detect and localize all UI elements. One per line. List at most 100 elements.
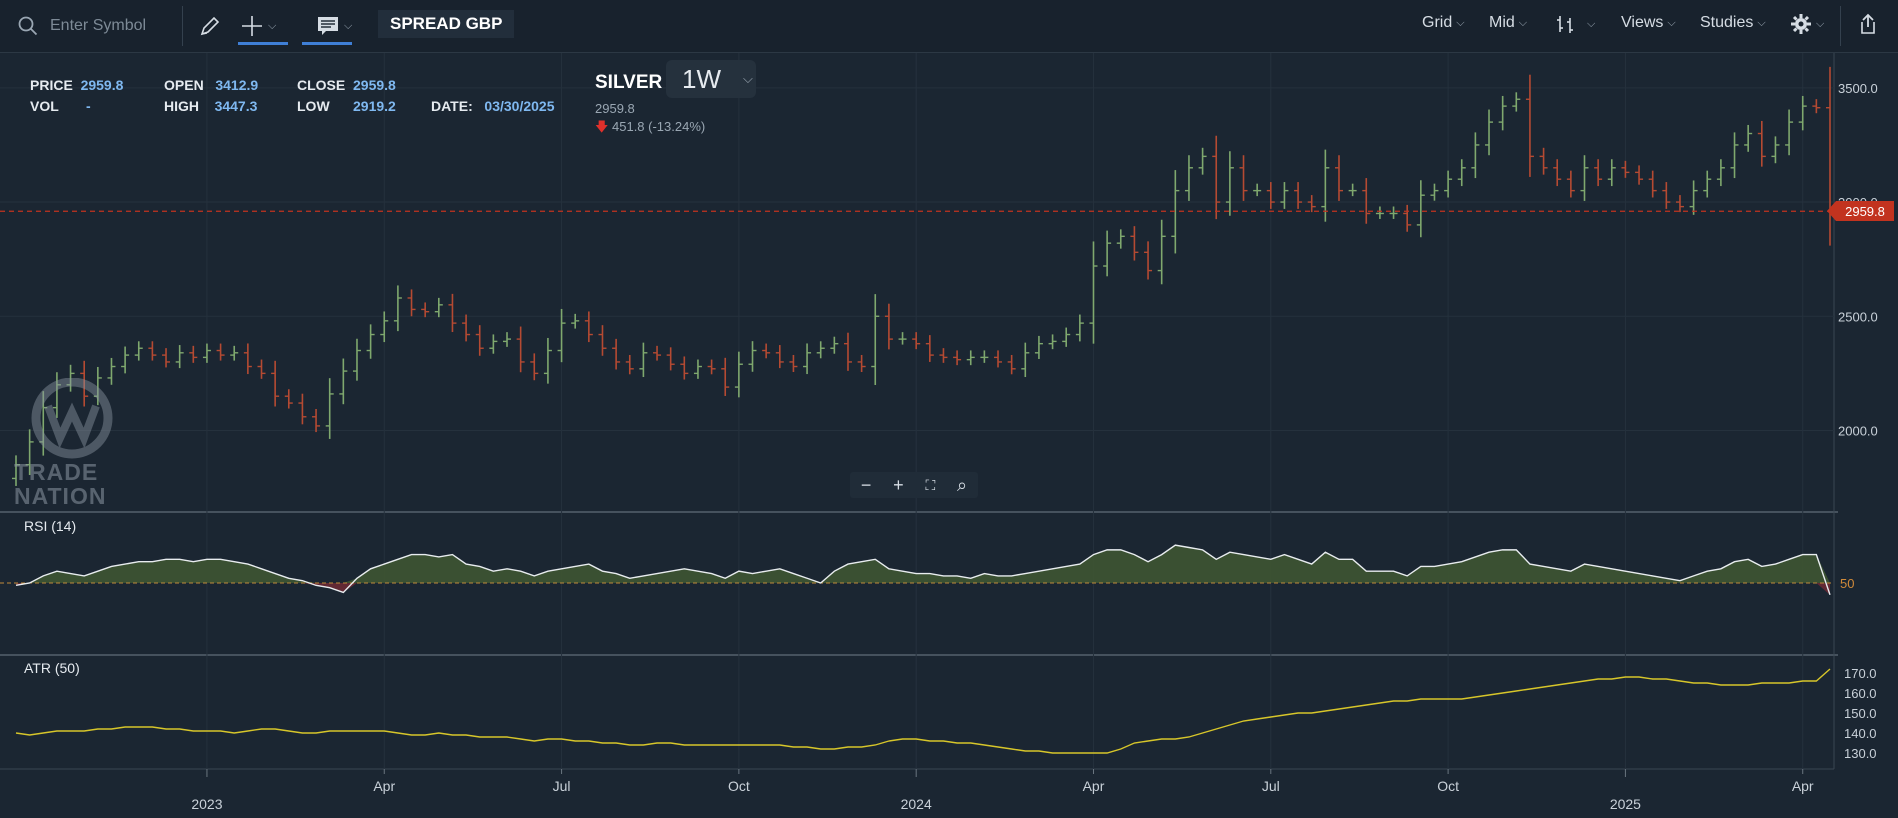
close-label: CLOSE (297, 77, 346, 93)
timeframe-label: 1W (682, 63, 721, 94)
symbol-change: 🡇 451.8 (-13.24%) (595, 118, 705, 140)
symbol-change-value: 451.8 (-13.24%) (612, 119, 706, 134)
time-tick-label: Oct (728, 778, 750, 794)
watermark-text: TRADE NATION (14, 460, 106, 508)
atr-tick-label: 130.0 (1844, 746, 1877, 761)
time-tick-label: Oct (1437, 778, 1459, 794)
chevron-down-icon: ⌵ (1757, 16, 1766, 29)
toolbar-divider (1840, 6, 1841, 46)
crosshair-tool-button[interactable]: ⌵ (238, 10, 288, 45)
zoom-reset-button[interactable]: ⌕ (957, 474, 968, 495)
views-menu[interactable]: Views ⌵ (1621, 14, 1676, 32)
zoom-controls: − + ⛶ ⌕ (850, 472, 978, 498)
crosshair-icon (242, 16, 262, 36)
time-tick-label: Apr (1792, 778, 1814, 794)
price-value: 2959.8 (80, 77, 124, 93)
spread-currency-label[interactable]: SPREAD GBP (378, 10, 515, 38)
chevron-down-icon: ⌵ (344, 19, 353, 32)
chevron-down-icon: ⌵ (1518, 16, 1528, 29)
grid-menu[interactable]: Grid ⌵ (1422, 14, 1465, 32)
studies-menu-label: Studies (1700, 14, 1754, 31)
chevron-down-icon: ⌵ (1816, 17, 1825, 30)
time-tick-label: 2023 (191, 796, 222, 812)
rsi-fill-above (16, 545, 1830, 583)
chevron-down-icon: ⌵ (1667, 16, 1676, 29)
atr-line (15, 668, 1831, 754)
chevron-down-icon: ⌵ (268, 19, 277, 32)
time-tick-label: Jul (1262, 778, 1280, 794)
mid-menu[interactable]: Mid ⌵ (1489, 14, 1527, 32)
chart-type-menu[interactable]: ⌵ (1555, 13, 1595, 35)
zoom-out-button[interactable]: − (860, 474, 872, 495)
timeframe-selector[interactable]: 1W ⌵ (666, 60, 756, 98)
rsi-line (15, 544, 1831, 596)
atr-tick-label: 170.0 (1844, 666, 1877, 681)
atr-tick-label: 140.0 (1844, 726, 1877, 741)
fit-screen-button[interactable]: ⛶ (925, 476, 936, 493)
symbol-last-price: 2959.8 (595, 101, 635, 116)
price-tick-label: 2000.0 (1838, 423, 1878, 438)
open-info: OPEN 3412.9 (164, 77, 258, 93)
down-arrow-icon: 🡇 (595, 119, 609, 134)
trade-nation-logo (31, 378, 113, 459)
draw-tool-button[interactable] (198, 10, 224, 42)
time-tick-label: Apr (373, 778, 395, 794)
symbol-search[interactable] (18, 12, 178, 40)
date-info: DATE: 03/30/2025 (431, 98, 554, 114)
rsi-label: RSI (14) (24, 518, 77, 534)
price-tick-label: 3500.0 (1838, 81, 1878, 96)
rsi-fill-below (16, 583, 1830, 595)
time-tick-label: Apr (1083, 778, 1105, 794)
price-label: PRICE (30, 77, 73, 93)
views-menu-label: Views (1621, 14, 1664, 31)
symbol-name: SILVER (595, 72, 663, 93)
price-tick-label: 2500.0 (1838, 309, 1878, 324)
high-value: 3447.3 (214, 98, 258, 114)
atr-label: ATR (50) (24, 660, 80, 676)
gear-icon (1791, 14, 1811, 34)
open-label: OPEN (164, 77, 204, 93)
share-icon (1861, 13, 1875, 34)
active-tool-underline (238, 42, 288, 45)
top-toolbar: ⌵ ⌵ SPREAD GBP Grid⌵ Mid⌵ ⌵ Views⌵ Studi… (0, 0, 1898, 53)
close-info: CLOSE 2959.8 (297, 77, 396, 93)
chevron-down-icon: ⌵ (1456, 16, 1465, 29)
open-value: 3412.9 (215, 77, 259, 93)
low-value: 2919.2 (353, 98, 396, 114)
price-info: PRICE 2959.8 (30, 77, 123, 93)
watermark-line2: NATION (14, 483, 107, 509)
pencil-icon (200, 16, 220, 36)
annotation-tool-button[interactable]: ⌵ (302, 10, 364, 45)
share-button[interactable] (1856, 12, 1880, 36)
mid-menu-label: Mid (1489, 14, 1515, 31)
close-value: 2959.8 (353, 77, 396, 93)
high-label: HIGH (164, 98, 199, 114)
vol-value: - (86, 98, 91, 114)
chat-icon (318, 17, 338, 35)
search-input[interactable] (48, 16, 172, 36)
toolbar-divider (182, 6, 183, 46)
search-icon (18, 16, 38, 36)
low-info: LOW 2919.2 (297, 98, 396, 114)
vol-label: VOL (30, 98, 59, 114)
current-price-tag: 2959.8 (1827, 201, 1894, 222)
date-label: DATE: (431, 98, 473, 114)
watermark-line1: TRADE (14, 459, 99, 485)
settings-menu[interactable]: ⌵ (1790, 13, 1824, 35)
chevron-down-icon: ⌵ (743, 71, 753, 86)
chevron-down-icon: ⌵ (1587, 17, 1596, 30)
low-label: LOW (297, 98, 330, 114)
grid-menu-label: Grid (1422, 14, 1453, 31)
high-info: HIGH 3447.3 (164, 98, 257, 114)
time-tick-label: 2025 (1610, 796, 1641, 812)
chart-area[interactable]: 2000.02500.03000.03500.02023AprJulOct202… (0, 53, 1898, 818)
studies-menu[interactable]: Studies ⌵ (1700, 14, 1766, 32)
time-tick-label: 2024 (901, 796, 932, 812)
time-tick-label: Jul (553, 778, 571, 794)
rsi-level-label: 50 (1840, 576, 1854, 591)
zoom-in-button[interactable]: + (893, 474, 904, 495)
active-tool-underline (302, 42, 352, 45)
atr-tick-label: 160.0 (1844, 686, 1877, 701)
atr-tick-label: 150.0 (1844, 706, 1877, 721)
date-value: 03/30/2025 (484, 98, 555, 114)
